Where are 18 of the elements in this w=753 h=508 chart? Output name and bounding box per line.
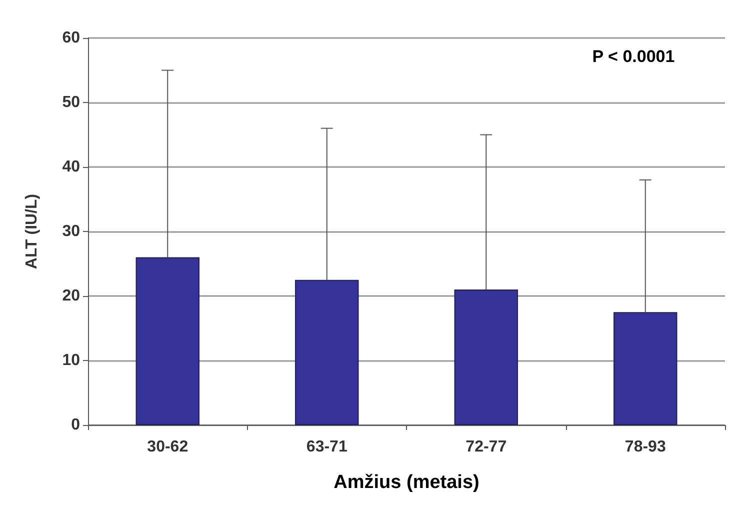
y-tick-label: 30 — [62, 223, 80, 240]
bar — [454, 290, 518, 425]
bar — [136, 257, 200, 425]
y-tick-label: 0 — [71, 416, 80, 434]
y-tick-label: 40 — [62, 158, 80, 176]
y-tick-label: 10 — [62, 352, 80, 369]
bar — [295, 280, 359, 425]
x-axis-title: Amžius (metais) — [334, 472, 480, 493]
annotation: P < 0.0001 — [592, 47, 675, 66]
bar — [614, 312, 678, 425]
x-tick-label: 78-93 — [624, 438, 666, 456]
x-tick-label: 30-62 — [147, 438, 188, 456]
y-axis-title: ALT (IU/L) — [24, 194, 40, 270]
y-tick-label: 20 — [62, 288, 80, 304]
x-tick-label: 63-71 — [306, 438, 348, 456]
x-tick-label: 72-77 — [466, 438, 507, 456]
y-tick-label: 60 — [62, 30, 80, 46]
y-tick-label: 50 — [62, 94, 80, 111]
